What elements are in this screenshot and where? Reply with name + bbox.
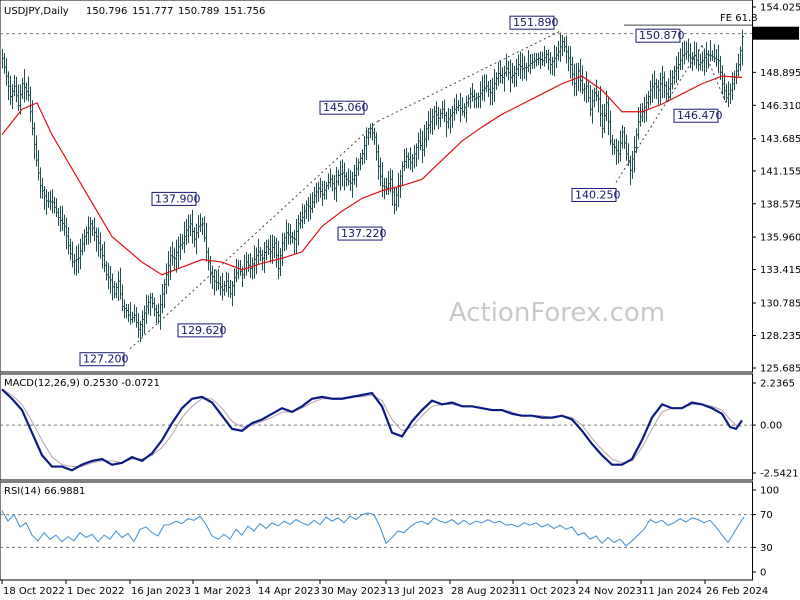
rsi-panel-frame [0,481,753,581]
macd-panel: MACD(12,26,9) 0.2530 -0.0721 2.2365 0.00 -… [0,373,799,481]
price-label-box [337,226,383,241]
price-axis-label: 138.575 [760,199,800,210]
time-axis-label: 14 Apr 2023 [258,586,320,597]
current-price-label: 151.930 [757,29,798,40]
price-axis-label: 146.310 [760,101,800,112]
price-label-text: 137.220 [341,227,387,240]
trend-line-low-to-high [129,120,379,350]
chart-title: USDJPY,Daily [4,6,69,17]
macd-layer [0,388,752,472]
rsi-line [1,510,745,547]
price-label-box [151,191,197,206]
time-axis-label: 18 Oct 2022 [3,586,65,597]
macd-axis-label: 0.00 [760,421,782,432]
price-label-box [79,352,125,367]
watermark: ActionForex.com [449,298,665,328]
price-axis-label: 141.155 [760,166,800,177]
price-annotations: 151.890 150.870 145.060 137.900 137.220 146.4… [79,15,723,367]
time-axis-label: 30 May 2023 [321,586,386,597]
ohlc-open: 150.796 [86,6,127,17]
rsi-axis-label: 30 [760,543,773,554]
rsi-axis: 100 70 30 0 [752,486,779,579]
ohlc-close: 151.756 [224,6,265,17]
price-bars [2,29,744,343]
price-panel: ActionForex.com FE 61.8 151.930 151.8901… [0,0,800,375]
time-axis-label: 1 Dec 2022 [67,586,125,597]
time-axis: 18 Oct 2022 1 Dec 2022 16 Jan 2023 1 Mar 20… [1,580,768,597]
price-label-box [635,28,681,43]
macd-axis-label: -2.5421 [760,469,799,480]
price-label-box [571,187,617,202]
rsi-axis-label: 70 [760,510,773,521]
price-panel-frame [0,0,753,373]
price-label-text: 140.250 [575,188,621,201]
moving-average-line [1,75,743,276]
time-axis-label: 24 Nov 2023 [578,586,642,597]
macd-panel-frame [0,373,753,481]
price-label-text: 145.060 [323,101,369,114]
price-axis-label: 148.895 [760,68,800,79]
macd-axis: 2.2365 0.00 -2.5421 [752,379,799,480]
price-label-box [509,15,555,30]
trend-line-upper [377,29,563,122]
macd-axis-label: 2.2365 [760,379,795,390]
fib-extension-label: FE 61.8 [720,13,758,24]
rsi-title: RSI(14) 66.9881 [4,486,85,497]
price-label-box [177,323,223,338]
price-axis-label: 154.025 [760,3,800,14]
rsi-panel: RSI(14) 66.9881 100 70 30 0 [0,481,779,581]
time-axis-label: 11 Jan 2024 [642,586,702,597]
price-label-text: 137.900 [155,192,201,205]
price-axis-label: 128.235 [760,331,800,342]
price-label-box [673,108,719,123]
price-axis: 154.025 148.895 146.310 143.685 141.155 138.5… [752,3,800,375]
price-label-text: 129.620 [181,324,227,337]
price-label-text: 127.200 [83,353,129,366]
time-axis-label: 13 Jul 2023 [387,586,444,597]
current-price-layer: 151.930 [0,26,799,40]
time-axis-label: 11 Oct 2023 [514,586,576,597]
price-label-box [319,100,365,115]
price-label-text: 146.470 [677,109,723,122]
price-axis-label: 135.960 [760,233,800,244]
rsi-layer [0,510,752,548]
price-axis-label: 133.415 [760,265,800,276]
price-axis-label: 130.785 [760,299,800,310]
trend-line-recovery [615,45,703,183]
moving-average-layer [1,29,743,350]
rsi-axis-label: 0 [760,568,766,579]
current-price-box [753,26,799,40]
fib-layer: FE 61.8 [624,13,758,26]
trend-line-pullback [701,45,727,104]
macd-line [1,388,743,472]
price-label-text: 150.870 [639,29,685,42]
ohlc-low: 150.789 [178,6,219,17]
price-axis-label: 125.685 [760,364,800,375]
price-label-text: 151.890 [513,16,559,29]
rsi-axis-label: 100 [760,486,779,497]
macd-title: MACD(12,26,9) 0.2530 -0.0721 [4,378,160,389]
ohlc-high: 151.777 [132,6,173,17]
price-axis-label: 143.685 [760,134,800,145]
time-axis-label: 1 Mar 2023 [194,586,251,597]
time-axis-label: 26 Feb 2024 [706,586,768,597]
time-axis-label: 28 Aug 2023 [451,586,515,597]
time-axis-label: 16 Jan 2023 [131,586,191,597]
